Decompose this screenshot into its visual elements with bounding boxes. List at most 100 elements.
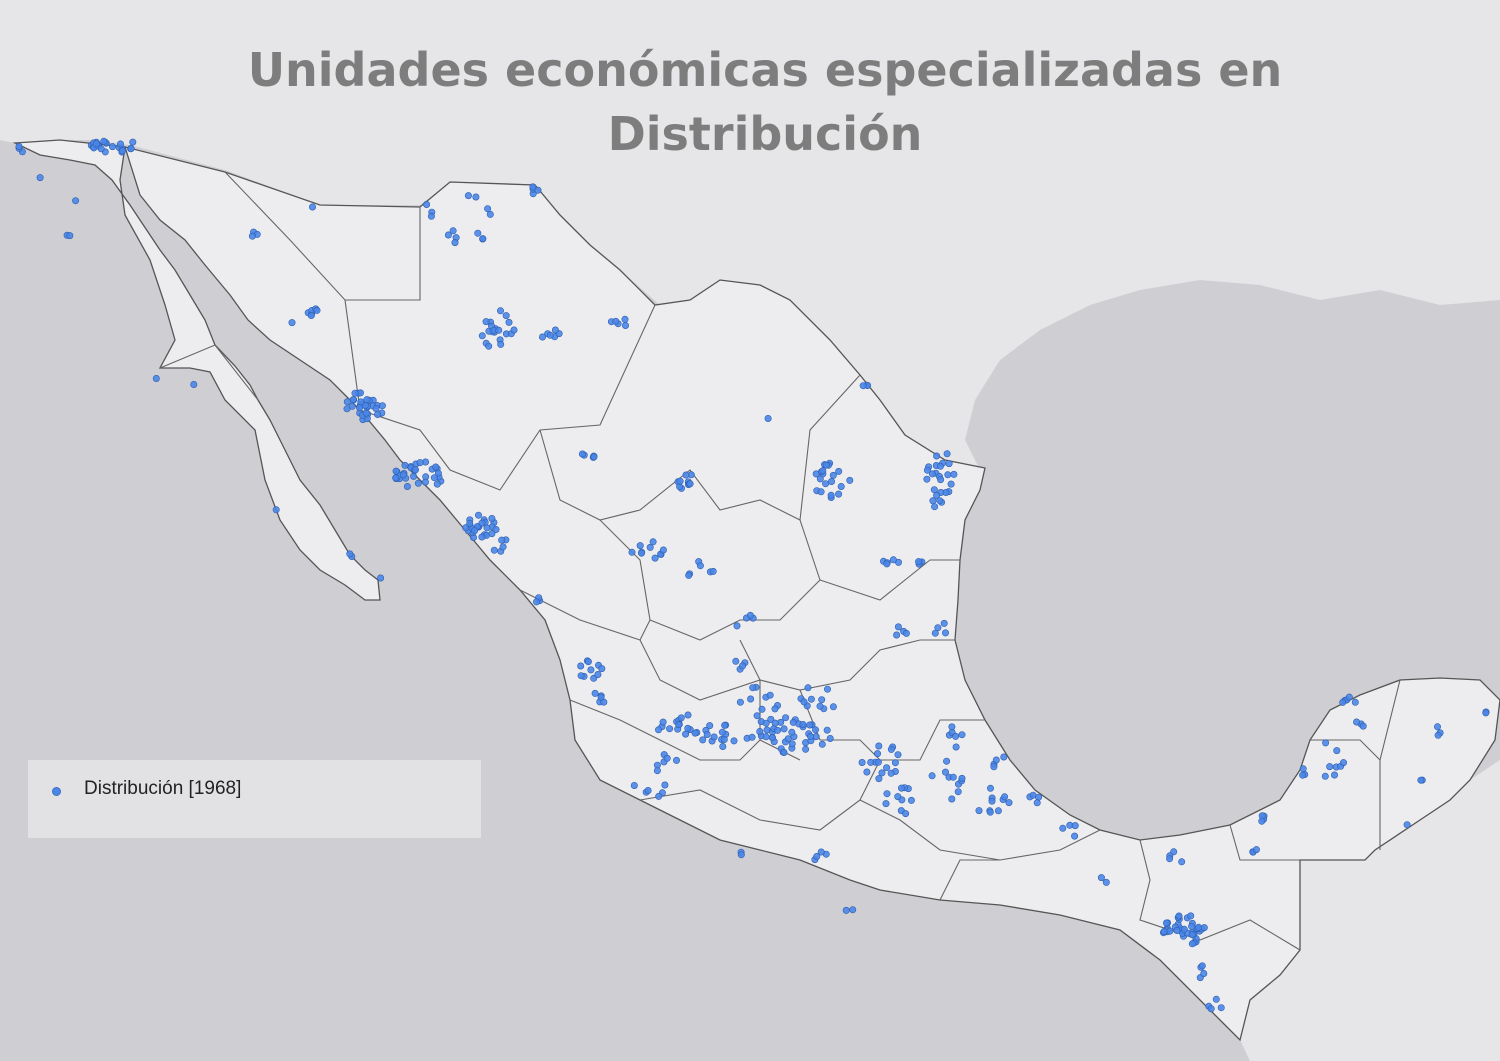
establishment-point [1005,799,1013,807]
establishment-point [129,138,137,146]
establishment-point [423,201,431,209]
establishment-point [357,398,365,406]
establishment-point [1097,874,1105,882]
establishment-point [943,757,951,765]
establishment-point [986,784,994,792]
title-line-1: Unidades económicas especializadas en [247,43,1283,97]
establishment-point [817,848,825,856]
establishment-point [806,732,814,740]
establishment-point [356,404,364,412]
establishment-point [444,231,452,239]
establishment-point [666,725,674,733]
establishment-point [806,721,814,729]
establishment-point [802,745,810,753]
establishment-point [432,463,440,471]
establishment-point [1033,799,1041,807]
establishment-point [430,474,438,482]
establishment-point [644,786,652,794]
establishment-point [1178,858,1186,866]
establishment-point [117,140,125,148]
establishment-point [893,631,901,639]
baja-california [12,139,381,601]
establishment-point [482,318,490,326]
establishment-point [829,703,837,711]
establishment-point [813,852,821,860]
establishment-point [818,740,826,748]
establishment-point [577,662,585,670]
establishment-point [377,574,385,582]
establishment-point [990,763,998,771]
establishment-point [538,333,546,341]
establishment-point [546,331,554,339]
establishment-point [471,527,479,535]
establishment-point [799,720,807,728]
establishment-point [934,624,942,632]
establishment-point [800,698,808,706]
establishment-point [36,174,44,182]
establishment-point [762,719,770,727]
establishment-point [936,462,944,470]
establishment-point [756,727,764,735]
establishment-point [929,497,937,505]
title-line-2: Distribución [607,107,923,161]
establishment-point [837,482,845,490]
establishment-point [873,750,881,758]
establishment-point [1000,753,1008,761]
establishment-point [732,657,740,665]
establishment-point [464,192,472,200]
establishment-point [308,203,316,211]
establishment-point [928,470,936,478]
establishment-point [883,790,891,798]
establishment-point [827,491,835,499]
establishment-point [771,719,779,727]
establishment-point [948,795,956,803]
establishment-point [762,733,770,741]
establishment-point [534,186,542,194]
establishment-point [994,807,1002,815]
legend-marker-icon [52,787,61,796]
establishment-point [823,685,831,693]
establishment-point [811,726,819,734]
establishment-point [842,906,850,914]
establishment-point [902,810,910,818]
establishment-point [878,769,886,777]
establishment-point [788,740,796,748]
establishment-point [954,788,962,796]
establishment-point [421,478,429,486]
establishment-point [686,480,694,488]
establishment-point [849,906,857,914]
establishment-point [1434,731,1442,739]
establishment-point [894,793,902,801]
establishment-point [1188,931,1196,939]
establishment-point [940,619,948,627]
establishment-point [1071,822,1079,830]
establishment-point [578,450,586,458]
establishment-point [1212,995,1220,1003]
establishment-point [1434,723,1442,731]
establishment-point [874,758,882,766]
establishment-point [817,488,825,496]
establishment-point [887,745,895,753]
establishment-point [958,731,966,739]
establishment-point [478,519,486,527]
establishment-point [659,718,667,726]
establishment-point [858,758,866,766]
establishment-point [127,145,135,153]
establishment-point [392,474,400,482]
establishment-point [248,232,256,240]
establishment-point [771,705,779,713]
establishment-point [484,205,492,213]
establishment-point [427,212,435,220]
establishment-point [915,558,923,566]
establishment-point [474,511,482,519]
establishment-point [490,546,498,554]
establishment-point [739,662,747,670]
establishment-point [696,562,704,570]
establishment-point [1173,926,1181,934]
establishment-point [952,743,960,751]
establishment-point [749,684,757,692]
establishment-point [947,480,955,488]
establishment-point [1333,747,1341,755]
